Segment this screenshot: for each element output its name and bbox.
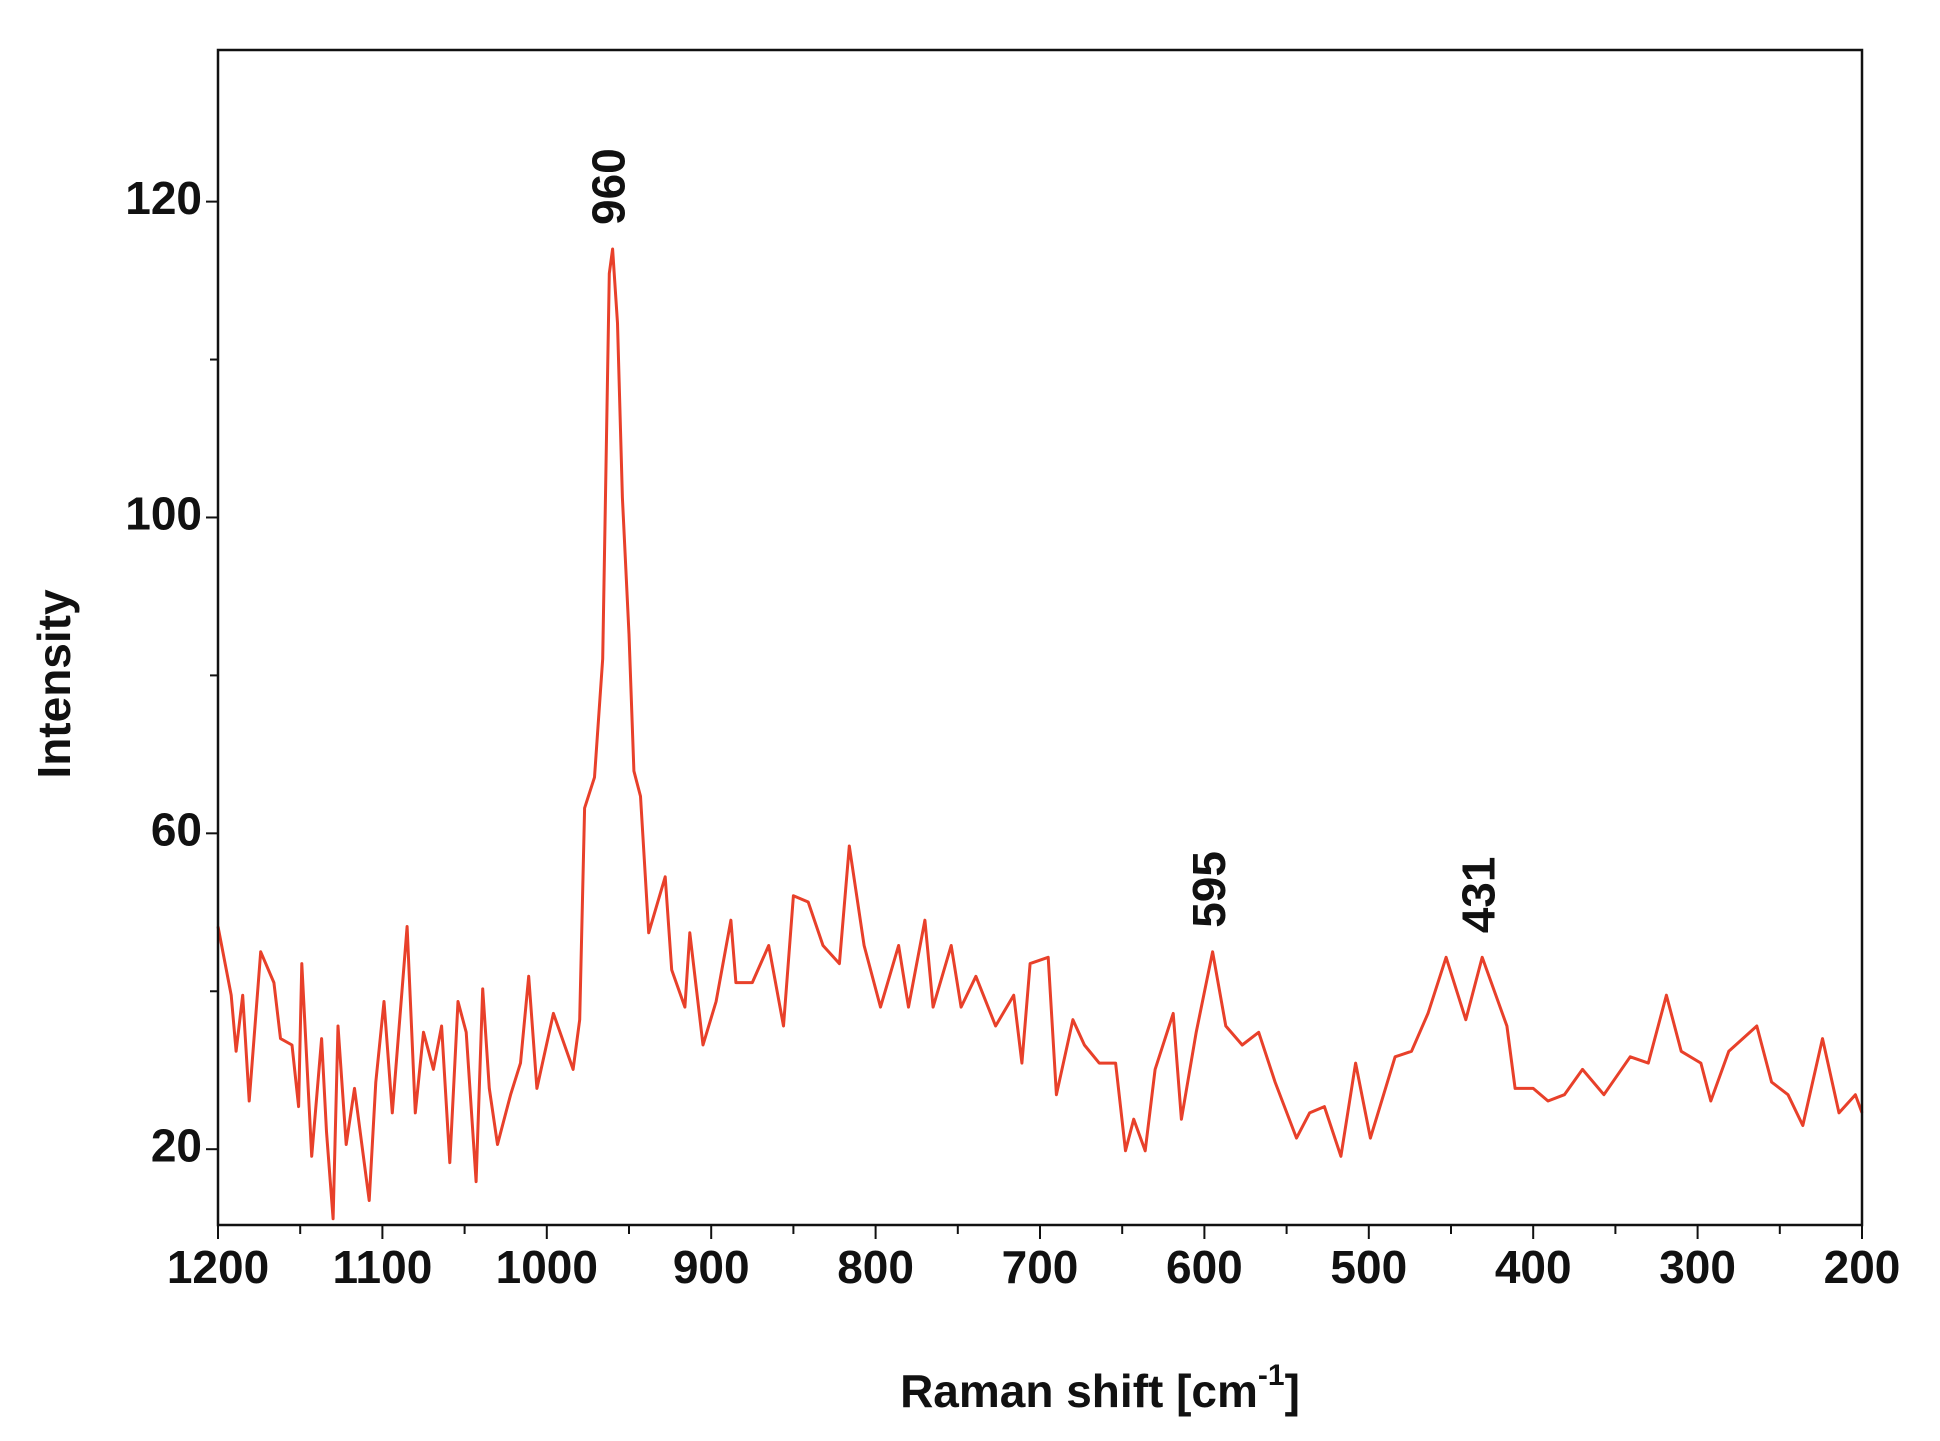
y-tick-label: 20	[151, 1119, 202, 1171]
x-tick-label: 1100	[333, 1241, 433, 1293]
x-axis-label-sup: -1	[1258, 1359, 1285, 1392]
x-axis-label: Raman shift [cm-1]	[900, 1359, 1300, 1417]
x-tick-label: 600	[1166, 1241, 1243, 1293]
peak-annotation: 595	[1183, 851, 1235, 928]
y-tick-label: 60	[151, 803, 202, 855]
x-tick-label: 1000	[496, 1241, 598, 1293]
x-tick-label: 200	[1824, 1241, 1901, 1293]
x-axis-label-text: Raman shift [cm	[900, 1365, 1258, 1417]
y-tick-label: 120	[125, 172, 202, 224]
x-axis-label-end: ]	[1285, 1365, 1300, 1417]
x-tick-label: 500	[1330, 1241, 1407, 1293]
x-tick-label: 1200	[167, 1241, 269, 1293]
peak-annotation: 431	[1452, 857, 1504, 934]
peak-annotation: 960	[583, 148, 635, 225]
x-tick-label: 800	[837, 1241, 914, 1293]
x-tick-label: 700	[1002, 1241, 1079, 1293]
x-tick-label: 900	[673, 1241, 750, 1293]
spectrum-line	[216, 247, 1864, 1221]
x-tick-label: 400	[1495, 1241, 1572, 1293]
y-tick-label: 100	[125, 488, 202, 540]
y-axis-label: Intensity	[28, 589, 80, 779]
plot-frame	[216, 48, 1864, 1227]
x-tick-label: 300	[1659, 1241, 1736, 1293]
